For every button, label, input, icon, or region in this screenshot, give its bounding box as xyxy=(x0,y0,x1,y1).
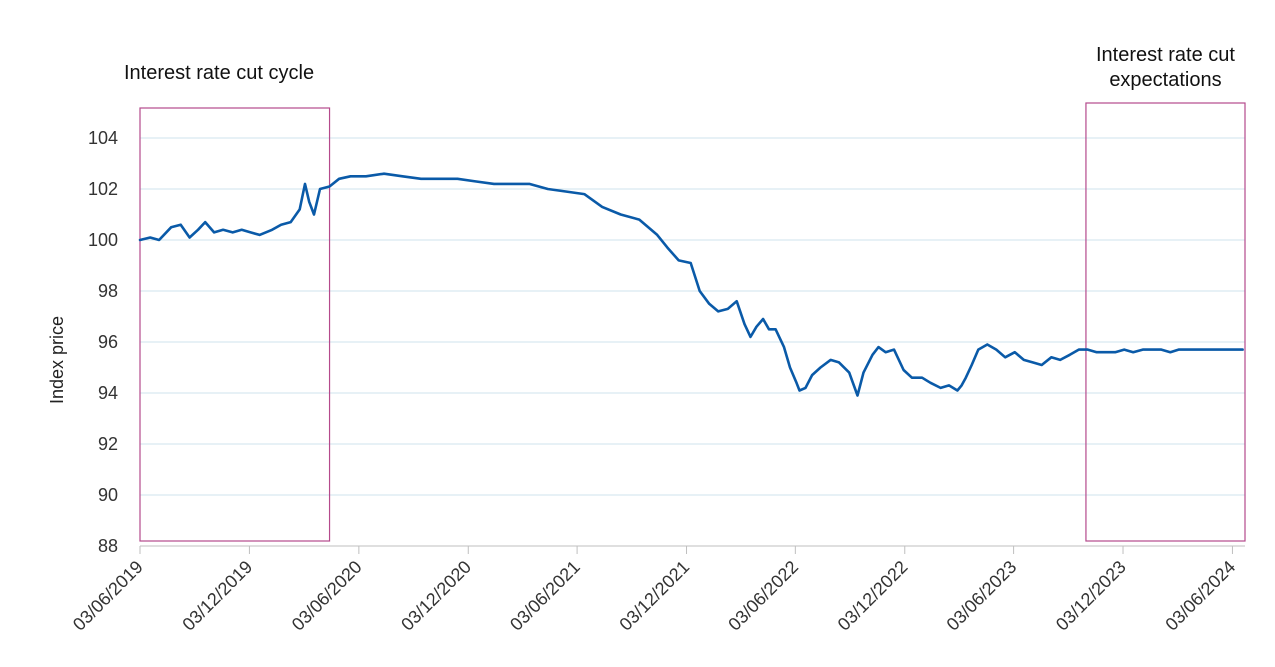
x-tick-label: 03/06/2020 xyxy=(288,557,366,635)
x-tick-label: 03/12/2019 xyxy=(178,557,256,635)
y-axis-label: Index price xyxy=(47,316,67,404)
y-tick-label: 102 xyxy=(88,179,118,199)
y-tick-label: 100 xyxy=(88,230,118,250)
annotation-boxes xyxy=(139,102,1246,542)
annotation-label: Interest rate cut expectations xyxy=(1096,44,1235,91)
y-tick-label: 96 xyxy=(98,332,118,352)
y-tick-label: 94 xyxy=(98,383,118,403)
x-tick-label: 03/06/2023 xyxy=(943,557,1021,635)
x-tick-label: 03/12/2021 xyxy=(616,557,694,635)
y-tick-label: 98 xyxy=(98,281,118,301)
x-tick-label: 03/12/2020 xyxy=(397,557,475,635)
series-line xyxy=(138,172,1244,397)
x-tick-label: 03/06/2021 xyxy=(506,557,584,635)
axes xyxy=(139,545,1245,554)
y-tick-label: 88 xyxy=(98,536,118,556)
annotation-box xyxy=(139,107,331,542)
x-tick-label: 03/06/2024 xyxy=(1161,557,1239,635)
x-tick-label: 03/06/2019 xyxy=(69,557,147,635)
x-tick-label: 03/12/2022 xyxy=(834,557,912,635)
y-tick-label: 92 xyxy=(98,434,118,454)
series-layer xyxy=(138,172,1244,397)
annotation-box xyxy=(1085,102,1246,542)
y-tick-label: 104 xyxy=(88,128,118,148)
x-tick-label: 03/12/2023 xyxy=(1052,557,1130,635)
x-tick-label: 03/06/2022 xyxy=(724,557,802,635)
y-tick-label: 90 xyxy=(98,485,118,505)
annotation-label: Interest rate cut cycle xyxy=(124,62,314,84)
